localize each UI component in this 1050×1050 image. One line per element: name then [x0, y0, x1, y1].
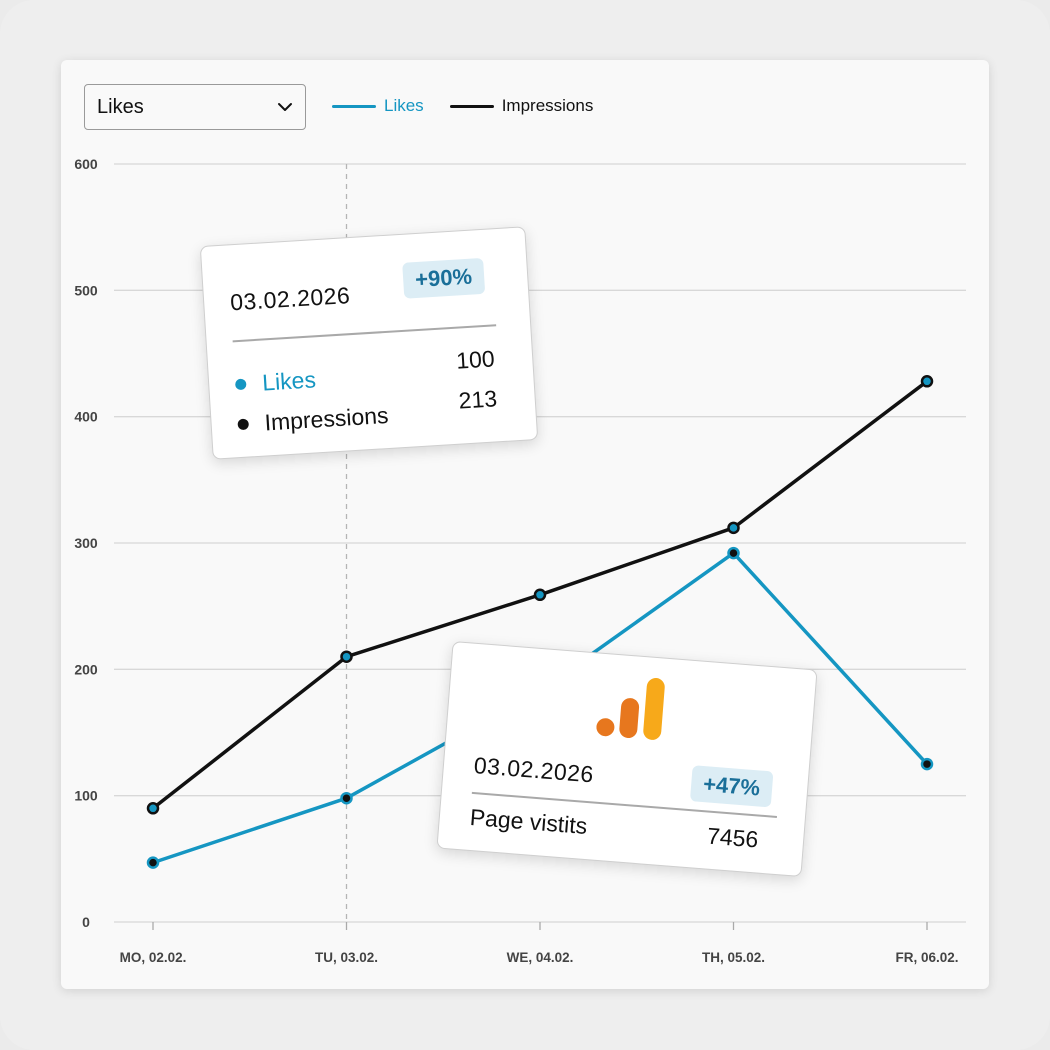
- legend-label-likes: Likes: [384, 96, 424, 115]
- tooltip-row-impressions: Impressions: [237, 402, 389, 438]
- tooltip-divider: [232, 324, 497, 342]
- data-point-impressions: [533, 588, 547, 602]
- x-tick-label: FR, 06.02.: [895, 950, 958, 965]
- legend-item-likes[interactable]: Likes: [332, 96, 424, 116]
- analytics-card: 03.02.2026 +47% Page vistits 7456: [436, 640, 818, 878]
- data-point-impressions: [727, 521, 740, 535]
- tooltip-impressions-label: Impressions: [263, 401, 390, 436]
- y-tick-label: 500: [74, 282, 98, 298]
- legend-item-impressions[interactable]: Impressions: [449, 96, 594, 116]
- impressions-dot: [237, 418, 250, 431]
- y-tick-label: 200: [74, 661, 98, 677]
- metric-dropdown[interactable]: Likes: [84, 84, 306, 130]
- analytics-change-badge: +47%: [689, 765, 774, 808]
- tooltip-change-badge: +90%: [402, 257, 486, 299]
- likes-dot: [234, 378, 247, 391]
- y-tick-label: 400: [74, 409, 98, 425]
- legend-line-impressions: [449, 104, 494, 108]
- x-tick-label: TH, 05.02.: [702, 950, 765, 965]
- y-tick-label: 0: [82, 914, 90, 930]
- tooltip-likes-value: 100: [455, 345, 496, 374]
- y-tick-label: 100: [74, 788, 98, 804]
- x-tick-label: MO, 02.02.: [120, 950, 187, 965]
- google-analytics-icon: [596, 678, 665, 740]
- metric-dropdown-value: Likes: [97, 95, 144, 118]
- analytics-metric-value: 7456: [706, 822, 760, 853]
- y-tick-label: 600: [74, 156, 98, 172]
- chart-legend: Likes Impressions: [332, 96, 593, 116]
- data-point-likes: [727, 546, 740, 560]
- tooltip-row-likes: Likes: [234, 366, 317, 398]
- chevron-down-icon: [278, 103, 292, 111]
- analytics-date: 03.02.2026: [473, 752, 595, 788]
- tooltip-card: 03.02.2026 +90% Likes 100 Impressions 21…: [199, 226, 539, 460]
- tooltip-likes-label: Likes: [261, 366, 317, 396]
- y-tick-label: 300: [74, 535, 98, 551]
- analytics-metric-label: Page vistits: [468, 803, 589, 840]
- data-point-likes: [920, 757, 934, 771]
- legend-line-likes: [332, 104, 376, 108]
- data-point-likes: [340, 791, 353, 805]
- legend-label-impressions: Impressions: [501, 96, 594, 115]
- x-tick-label: TU, 03.02.: [315, 950, 378, 965]
- data-point-impressions: [340, 650, 353, 663]
- data-point-likes: [146, 856, 160, 869]
- data-point-impressions: [920, 375, 934, 388]
- x-tick-label: WE, 04.02.: [507, 950, 574, 965]
- tooltip-date: 03.02.2026: [229, 282, 351, 316]
- tooltip-impressions-value: 213: [457, 385, 498, 414]
- data-point-impressions: [146, 802, 160, 815]
